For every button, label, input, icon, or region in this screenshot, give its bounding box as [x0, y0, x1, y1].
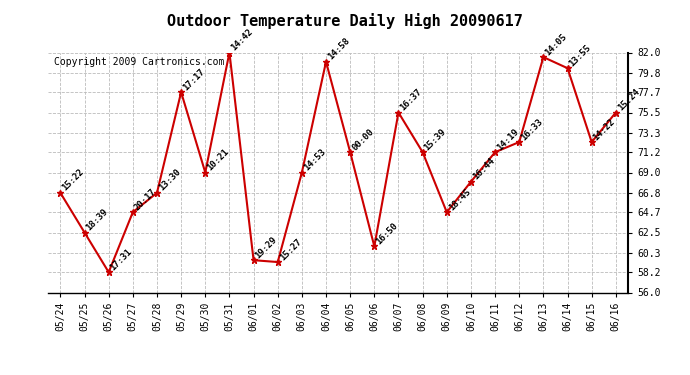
- Text: Copyright 2009 Cartronics.com: Copyright 2009 Cartronics.com: [54, 57, 224, 67]
- Text: 18:39: 18:39: [85, 207, 110, 232]
- Text: 20:17: 20:17: [132, 187, 158, 212]
- Text: 16:37: 16:37: [398, 87, 424, 112]
- Text: 13:30: 13:30: [157, 168, 182, 193]
- Text: 15:24: 15:24: [615, 87, 641, 112]
- Text: 16:44: 16:44: [471, 156, 496, 182]
- Text: 15:27: 15:27: [277, 237, 303, 262]
- Text: 10:21: 10:21: [206, 147, 230, 172]
- Text: 14:58: 14:58: [326, 36, 351, 62]
- Text: 16:33: 16:33: [519, 117, 544, 142]
- Text: 15:39: 15:39: [422, 127, 448, 152]
- Text: 14:22: 14:22: [591, 117, 617, 142]
- Text: 14:42: 14:42: [229, 27, 255, 52]
- Text: 13:55: 13:55: [567, 43, 593, 68]
- Text: 17:17: 17:17: [181, 67, 206, 92]
- Text: 18:45: 18:45: [447, 187, 472, 212]
- Text: 00:00: 00:00: [350, 127, 375, 152]
- Text: 16:50: 16:50: [374, 221, 400, 246]
- Text: Outdoor Temperature Daily High 20090617: Outdoor Temperature Daily High 20090617: [167, 13, 523, 29]
- Text: 14:53: 14:53: [302, 147, 327, 172]
- Text: 15:22: 15:22: [61, 168, 86, 193]
- Text: 14:19: 14:19: [495, 127, 520, 152]
- Text: 17:31: 17:31: [109, 247, 134, 272]
- Text: 14:05: 14:05: [544, 32, 569, 57]
- Text: 19:29: 19:29: [254, 235, 279, 260]
